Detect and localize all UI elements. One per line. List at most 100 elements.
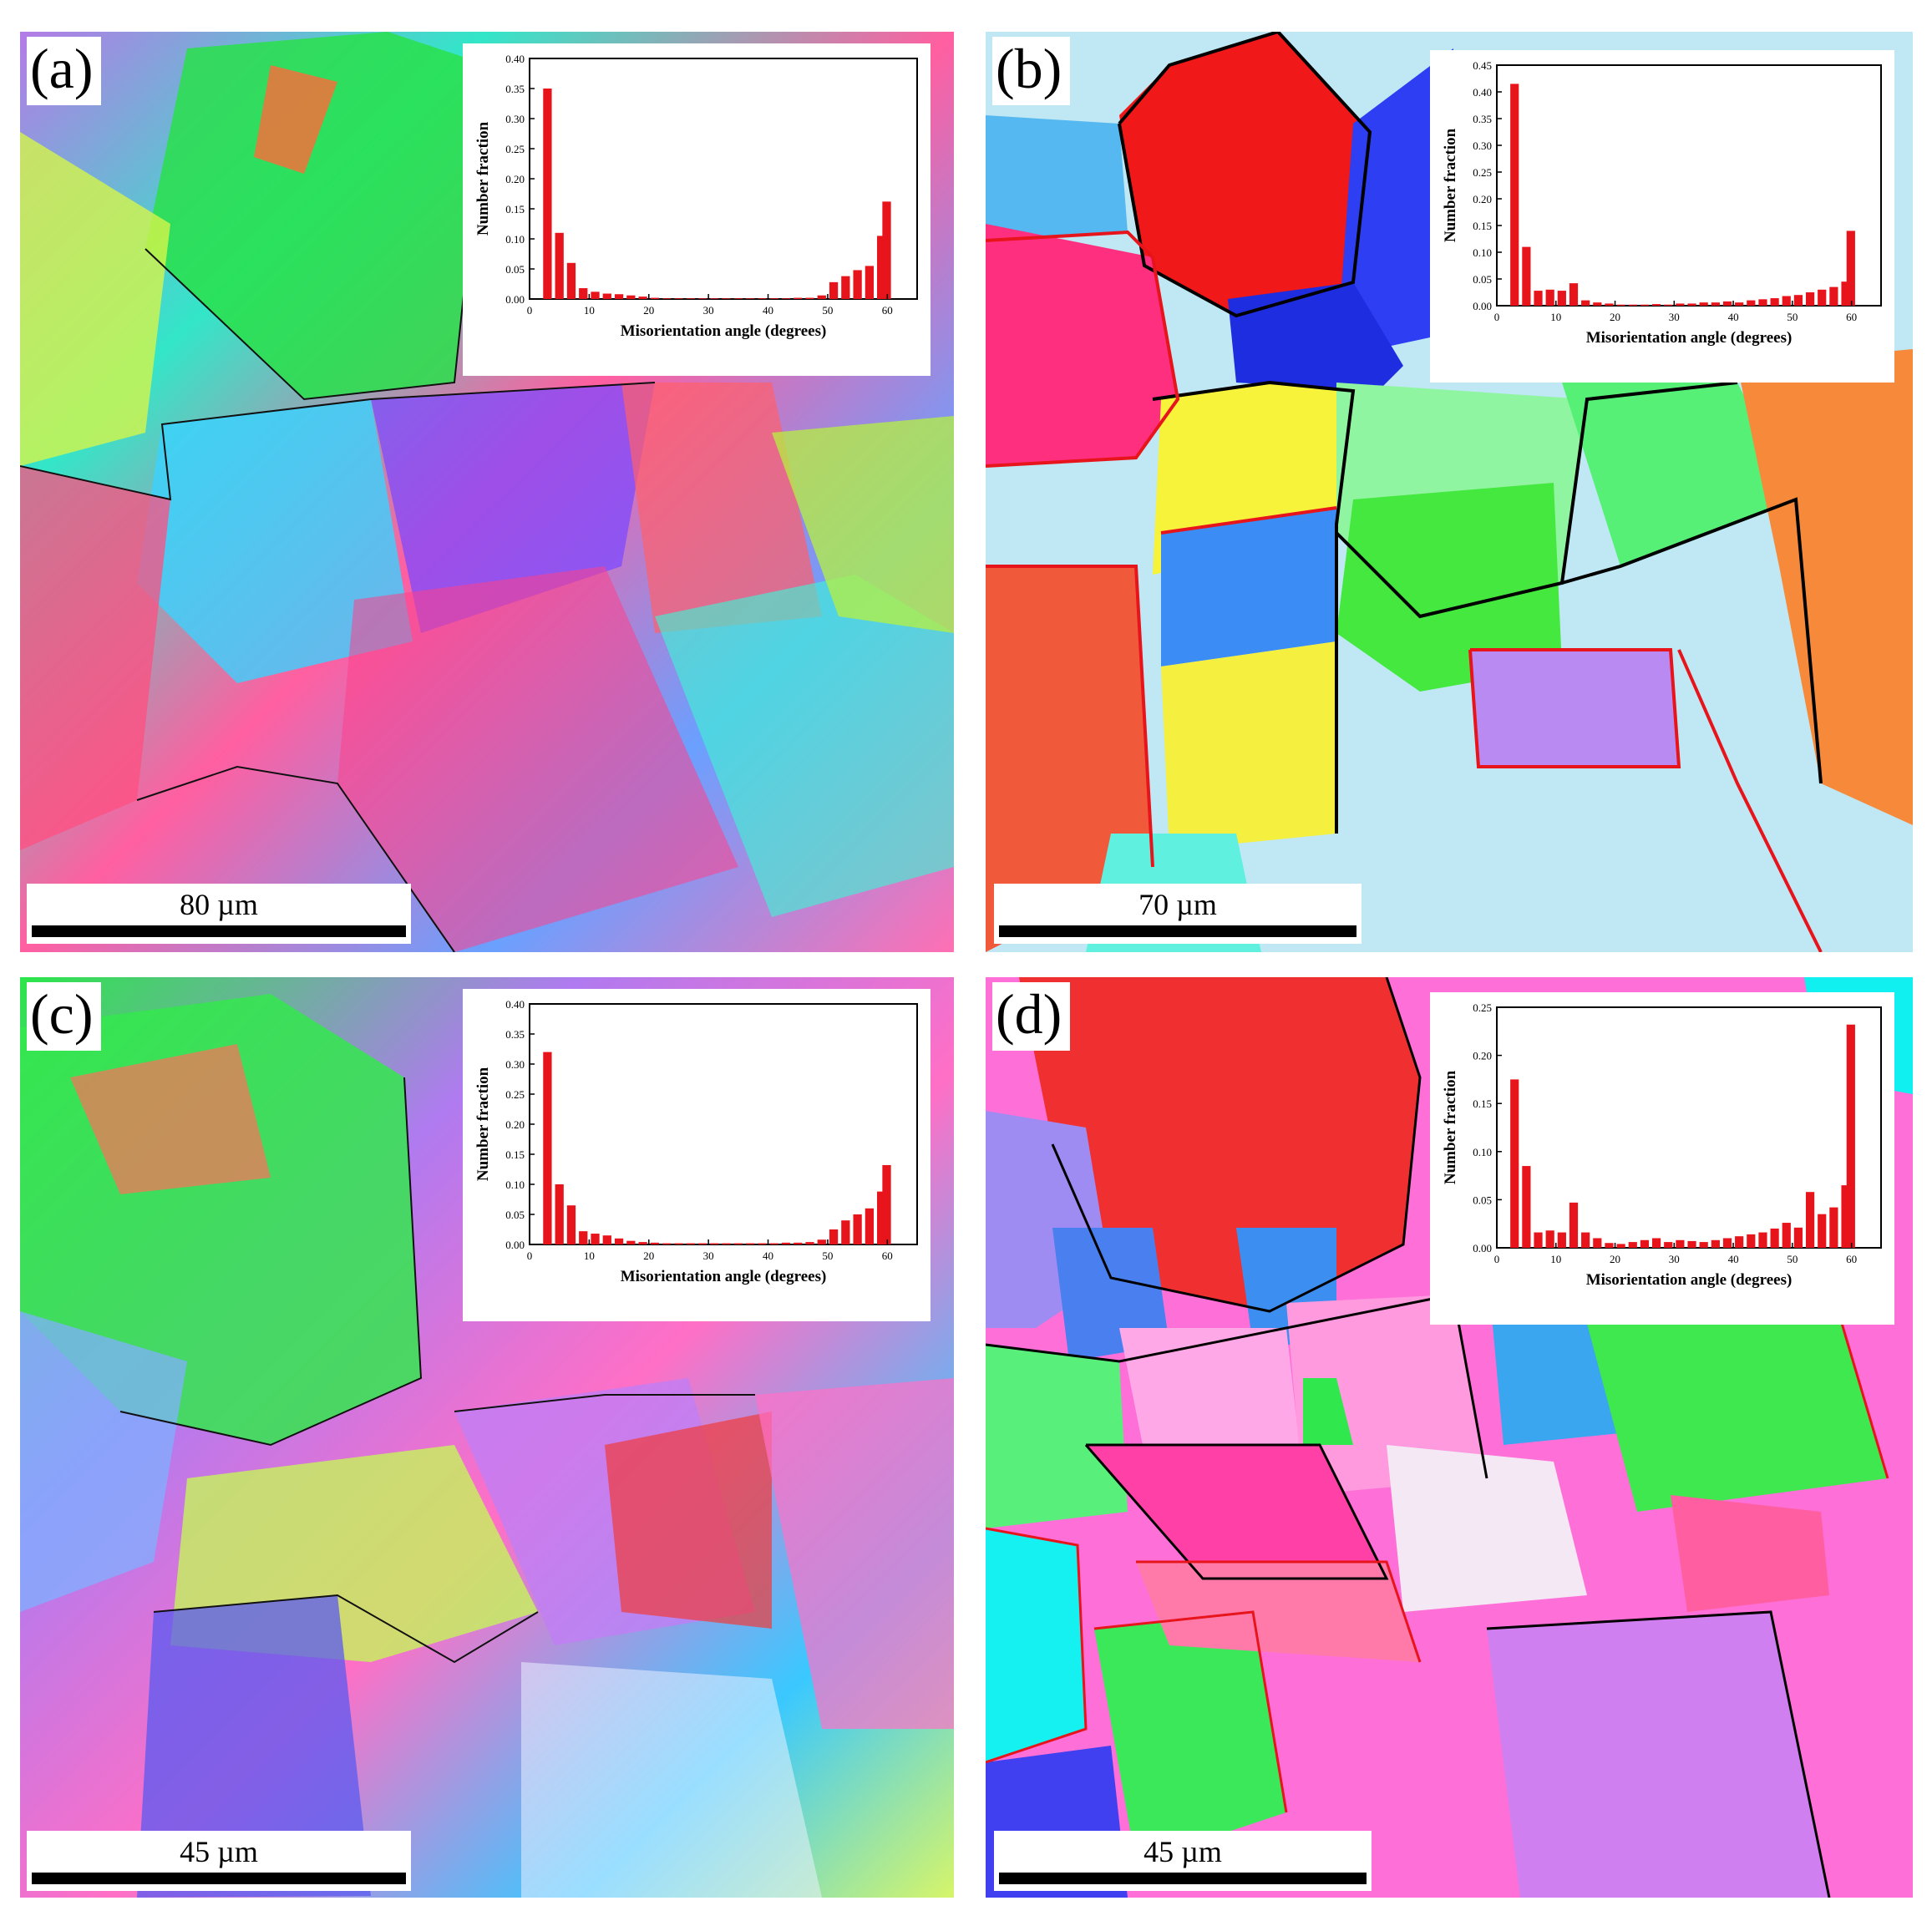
histogram-bar <box>1581 300 1590 306</box>
histogram-bar <box>674 298 683 299</box>
histogram-bar <box>1664 304 1673 306</box>
histogram-bar <box>543 1052 552 1244</box>
histogram-bar <box>745 298 755 299</box>
x-tick-label: 40 <box>763 304 773 317</box>
histogram-bar <box>1522 246 1531 306</box>
histogram-bar <box>614 1238 624 1244</box>
plot-frame <box>1496 1006 1882 1249</box>
y-tick-label: 0.30 <box>1473 139 1492 152</box>
histogram-bar <box>1758 1232 1767 1248</box>
ebsd-orientation-map <box>20 977 954 1898</box>
histogram-bar <box>882 201 891 299</box>
histogram-bar <box>1605 1243 1614 1248</box>
histogram-bar <box>566 1205 576 1244</box>
misorientation-histogram: 0 10 20 30 40 50 60 0.00 0.05 0.10 0.15 0.20 0.25 0.3… <box>463 43 931 376</box>
histogram-bar <box>1651 304 1661 306</box>
scale-bar-line <box>999 925 1356 937</box>
histogram-bar <box>1651 1238 1661 1248</box>
histogram-bar <box>638 297 647 299</box>
histogram-bar <box>1805 292 1815 306</box>
histogram-bar <box>1711 1239 1720 1248</box>
panel-d: (d) 0 10 20 30 40 50 60 0.00 0.05 0.10 0.15 0.20 0.2… <box>986 977 1913 1898</box>
histogram-bar <box>1616 1244 1625 1248</box>
histogram-bar <box>1699 1242 1708 1248</box>
histogram-bar <box>1747 300 1756 306</box>
x-tick-label: 60 <box>1846 1253 1857 1265</box>
histogram-bar <box>614 294 624 299</box>
x-tick-label: 60 <box>1846 311 1857 323</box>
histogram-bar <box>1722 1238 1732 1248</box>
histogram-bar <box>1818 1214 1827 1248</box>
panel-label: (a) <box>27 37 102 105</box>
y-axis-label: Number fraction <box>1442 128 1459 242</box>
x-tick-label: 30 <box>703 304 714 317</box>
scale-bar-line <box>32 925 406 937</box>
y-tick-label: 0.05 <box>1473 1194 1492 1206</box>
histogram-bar <box>1581 1232 1590 1248</box>
histogram-bar <box>794 297 803 299</box>
histogram-bar <box>1545 1230 1554 1248</box>
y-axis-label: Number fraction <box>474 121 492 236</box>
y-tick-label: 0.00 <box>505 1239 525 1251</box>
scale-bar: 80 µm <box>27 884 411 944</box>
y-tick-label: 0.35 <box>1473 113 1492 125</box>
histogram-bar <box>1793 295 1803 306</box>
y-tick-label: 0.10 <box>1473 1146 1492 1158</box>
plot-frame <box>529 58 918 300</box>
y-tick-label: 0.35 <box>505 83 525 95</box>
histogram-bar <box>733 298 743 299</box>
y-tick-label: 0.15 <box>1473 1097 1492 1110</box>
histogram-bar <box>1569 283 1579 306</box>
histogram-bar <box>877 1191 886 1244</box>
histogram-svg: 0 10 20 30 40 50 60 0.00 0.05 0.10 0.15 0.20 0.25 Mis… <box>1442 1001 1882 1289</box>
panel-a: (a) 0 10 20 30 40 50 60 0.00 0.05 0.10 0.15 0.20 0.2… <box>20 32 954 952</box>
histogram-bar <box>1841 1185 1850 1248</box>
x-tick-label: 30 <box>1669 1253 1680 1265</box>
scale-bar-label: 80 µm <box>180 888 258 921</box>
histogram-bar <box>1557 291 1566 306</box>
histogram-svg: 0 10 20 30 40 50 60 0.00 0.05 0.10 0.15 0.20 0.25 0.3… <box>1442 59 1882 347</box>
histogram-bar <box>841 1220 850 1244</box>
y-tick-label: 0.40 <box>505 53 525 65</box>
histogram-bar <box>829 281 839 299</box>
x-tick-label: 0 <box>527 1249 533 1262</box>
y-tick-label: 0.05 <box>505 1209 525 1221</box>
histogram-bar <box>1770 298 1779 306</box>
histogram-bar <box>1770 1228 1779 1248</box>
x-tick-label: 0 <box>527 304 533 317</box>
histogram-bar <box>555 1184 564 1244</box>
histogram-bar <box>1522 1166 1531 1248</box>
scale-bar-label: 45 µm <box>180 1835 258 1868</box>
histogram-bar <box>1711 302 1720 306</box>
y-tick-label: 0.15 <box>505 203 525 215</box>
x-tick-label: 10 <box>584 304 595 317</box>
histogram-bar <box>1628 304 1637 306</box>
histogram-bar <box>1829 286 1838 306</box>
histogram-bar <box>710 298 719 299</box>
x-tick-label: 50 <box>1787 311 1798 323</box>
histogram-bar <box>1640 1239 1650 1248</box>
y-tick-label: 0.00 <box>505 293 525 306</box>
histogram-bar <box>1687 303 1696 306</box>
histogram-bar <box>1534 291 1543 306</box>
y-tick-label: 0.25 <box>1473 1001 1492 1014</box>
misorientation-histogram: 0 10 20 30 40 50 60 0.00 0.05 0.10 0.15 0.20 0.25 0.3… <box>463 989 931 1321</box>
x-tick-label: 10 <box>584 1249 595 1262</box>
histogram-bar <box>686 298 695 299</box>
histogram-bar <box>758 298 767 299</box>
histogram-bar <box>853 1214 862 1244</box>
y-tick-label: 0.30 <box>505 113 525 125</box>
scale-bar: 70 µm <box>994 884 1362 944</box>
histogram-bar <box>1510 84 1519 307</box>
panel-label: (d) <box>992 982 1071 1051</box>
histogram-bar <box>1510 1079 1519 1248</box>
histogram-bar <box>1545 289 1554 306</box>
x-tick-label: 10 <box>1550 311 1561 323</box>
x-tick-label: 0 <box>1494 311 1500 323</box>
y-tick-label: 0.25 <box>505 143 525 155</box>
misorientation-histogram: 0 10 20 30 40 50 60 0.00 0.05 0.10 0.15 0.20 0.25 0.3… <box>1430 50 1894 383</box>
histogram-bar <box>555 232 564 299</box>
histogram-bar <box>865 266 875 299</box>
panel-c: (c) 0 10 20 30 40 50 60 0.00 0.05 0.10 0.15 0.20 0.2… <box>20 977 954 1898</box>
plot-frame <box>1496 64 1882 307</box>
